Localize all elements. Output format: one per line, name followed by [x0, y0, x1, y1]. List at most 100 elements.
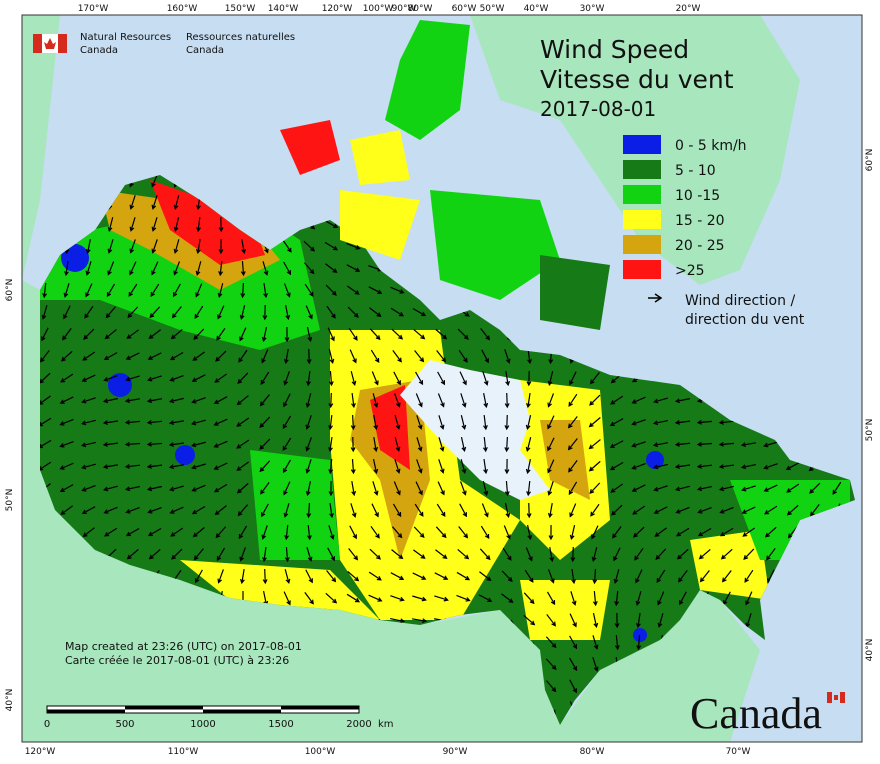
legend-direction: Wind direction /: [685, 293, 795, 309]
lon-label: 20°W: [676, 4, 701, 14]
wind-arrow: [373, 436, 379, 453]
wind-arrow: [612, 526, 622, 539]
wind-arrow: [324, 241, 339, 251]
wind-arrow: [129, 239, 136, 254]
wind-arrow: [456, 594, 471, 602]
wind-arrow: [104, 527, 118, 537]
wind-arrow: [479, 571, 492, 581]
wind-arrow: [457, 548, 470, 560]
wind-arrow: [215, 350, 227, 362]
wind-arrow: [263, 282, 268, 299]
wind-arrow: [740, 442, 757, 448]
wind-arrow: [457, 328, 469, 340]
wind-arrow: [85, 261, 92, 276]
wind-arrow: [569, 503, 577, 518]
wind-arrow: [239, 327, 247, 342]
wind-arrow: [764, 526, 777, 538]
wind-arrow: [151, 195, 158, 210]
wind-arrow: [460, 481, 467, 496]
scale-label: 1500: [268, 719, 293, 730]
wind-arrow: [347, 570, 360, 582]
title: Wind Speed: [540, 35, 689, 64]
wind-arrow: [125, 375, 140, 382]
wind-arrow: [285, 305, 291, 321]
wind-arrow: [635, 591, 642, 606]
wind-arrow: [259, 416, 271, 428]
wind-arrow: [504, 414, 510, 431]
usa-east: [560, 590, 760, 742]
wind-arrow: [632, 505, 646, 515]
wind-arrow: [763, 441, 778, 448]
wind-arrow: [348, 548, 359, 561]
wind-arrow: [350, 371, 357, 386]
wind-arrow: [214, 505, 227, 516]
wind-arrow: [103, 506, 118, 514]
wind-arrow: [216, 327, 226, 341]
wind-arrow: [547, 503, 553, 519]
wind-arrow: [545, 658, 557, 671]
wind-arrow: [129, 195, 136, 210]
agency-en: Natural Resources: [80, 32, 171, 43]
wind-arrow: [351, 480, 357, 497]
wind-arrow: [504, 436, 510, 453]
lon-label: 100°W: [305, 747, 336, 757]
wind-arrow: [505, 370, 511, 387]
wind-arrow: [213, 396, 228, 404]
wind-arrow: [172, 283, 181, 298]
legend-arrow: [648, 293, 663, 303]
wind-arrow: [697, 527, 712, 537]
wind-arrow: [460, 393, 467, 408]
wind-arrow: [592, 568, 598, 585]
wind-arrow: [284, 326, 290, 343]
wind-arrow: [390, 286, 405, 294]
wind-arrow: [169, 506, 184, 514]
wind-arrow: [306, 370, 311, 387]
wind-arrow: [525, 415, 532, 431]
wind-arrow: [415, 481, 423, 496]
wind-arrow: [678, 570, 688, 583]
wind-arrow: [328, 436, 333, 453]
wind-arrow: [284, 569, 291, 584]
wind-arrow: [613, 547, 621, 562]
wind-arrow: [124, 485, 140, 492]
wind-arrow: [146, 419, 163, 425]
wind-arrow: [570, 591, 577, 606]
wind-arrow: [372, 393, 379, 408]
wind-arrow: [283, 591, 291, 606]
wind-arrow: [41, 327, 49, 342]
wind-arrow: [261, 327, 268, 343]
wind-arrow: [766, 548, 776, 561]
wind-arrow: [458, 526, 469, 539]
wind-arrow: [676, 548, 689, 560]
wind-arrow: [173, 261, 181, 276]
wind-arrow: [414, 503, 424, 517]
wind-arrow: [416, 459, 423, 474]
wind-arrow: [504, 458, 510, 475]
wind-arrow: [328, 414, 333, 431]
lon-label: 50°W: [480, 4, 505, 14]
wind-arrow: [236, 417, 250, 427]
wind-arrow: [325, 284, 337, 296]
frame: [21, 14, 863, 743]
wind-arrow: [170, 329, 183, 340]
wind-arrow: [324, 220, 339, 229]
wind-arrow: [525, 459, 532, 475]
usa: [22, 280, 575, 742]
wind-arrow: [236, 395, 249, 406]
wind-arrow: [125, 527, 140, 537]
wind-arrow: [60, 373, 74, 383]
wind-arrow: [124, 398, 141, 404]
wind-arrow: [525, 547, 533, 562]
wind-arrow: [328, 525, 335, 540]
wind-arrow: [652, 442, 668, 448]
wind-arrow: [568, 481, 578, 496]
wind-arrow: [262, 261, 269, 276]
wind-arrow: [260, 371, 270, 386]
lon-label: 60°W: [452, 4, 477, 14]
wind-arrow: [346, 264, 361, 272]
wind-arrow: [526, 370, 532, 387]
wind-arrow: [261, 349, 269, 364]
wind-arrow: [259, 394, 270, 407]
wind-arrow: [305, 481, 312, 497]
wind-arrow: [81, 374, 96, 382]
